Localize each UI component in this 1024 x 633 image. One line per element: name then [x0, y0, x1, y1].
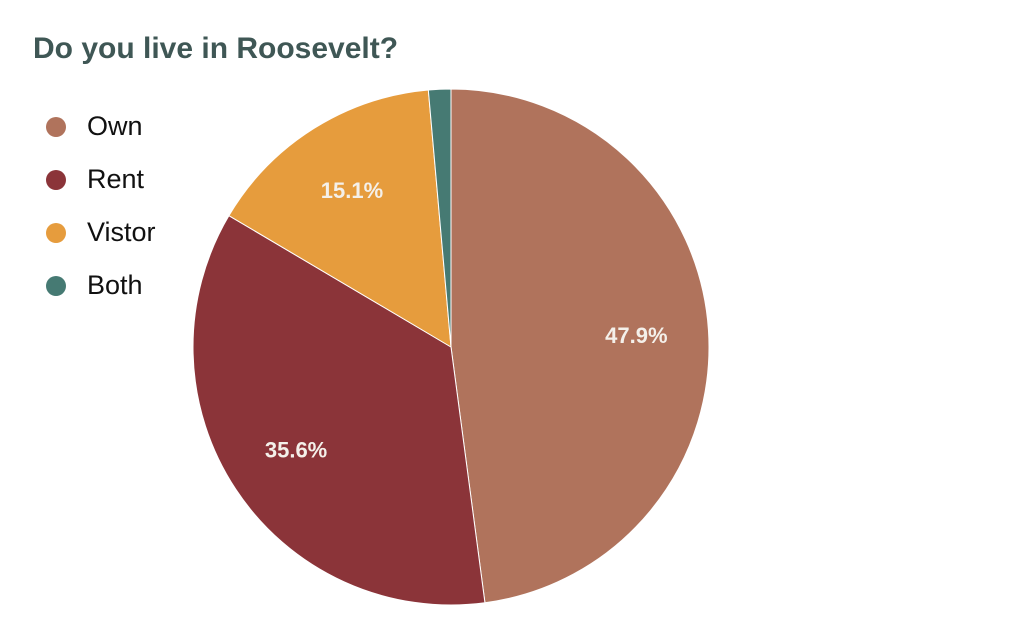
legend-swatch	[46, 275, 66, 296]
data-label-rent: 35.6%	[265, 437, 327, 462]
legend-swatch	[46, 169, 66, 190]
legend: Own Rent Vistor Both	[46, 100, 156, 312]
legend-label: Own	[87, 111, 143, 141]
legend-swatch	[46, 116, 66, 137]
legend-item-vistor: Vistor	[46, 206, 156, 259]
legend-label: Vistor	[87, 217, 156, 247]
chart-title: Do you live in Roosevelt?	[33, 32, 399, 65]
pie-slice-own	[450, 88, 710, 604]
legend-swatch	[46, 222, 66, 243]
pie-slice-vistor	[228, 89, 452, 348]
legend-item-both: Both	[46, 259, 156, 312]
legend-item-rent: Rent	[46, 153, 156, 206]
legend-label: Both	[87, 270, 143, 300]
legend-label: Rent	[87, 164, 145, 194]
pie-slice-both	[427, 88, 452, 348]
pie-slice-rent	[192, 214, 486, 606]
data-label-own: 47.9%	[605, 323, 667, 348]
legend-item-own: Own	[46, 100, 156, 153]
data-label-vistor: 15.1%	[321, 178, 383, 203]
